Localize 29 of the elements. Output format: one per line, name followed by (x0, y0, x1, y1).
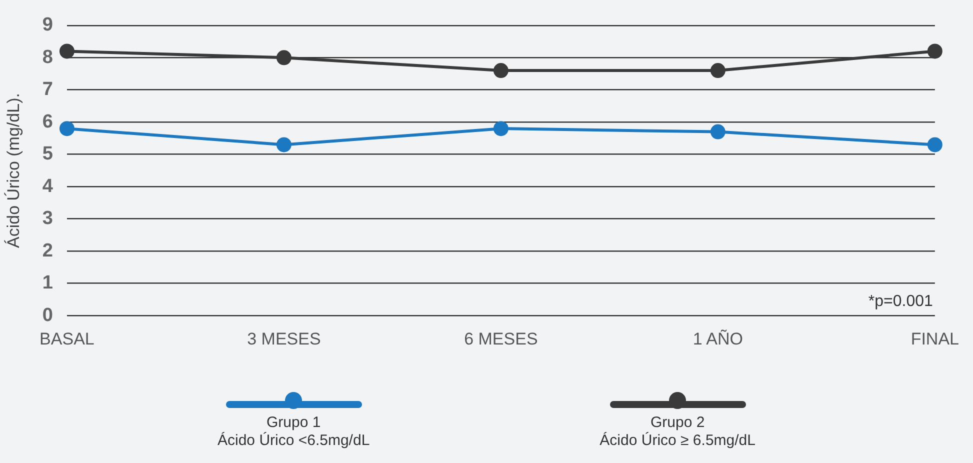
x-tick-label: BASAL (40, 329, 94, 348)
point (59, 44, 74, 59)
y-tick-label: 0 (42, 304, 53, 326)
point (276, 50, 292, 66)
point (276, 137, 292, 152)
y-tick-label: 2 (42, 240, 53, 262)
point (59, 121, 74, 136)
point (710, 63, 726, 78)
x-tick-label: 3 MESES (247, 329, 321, 348)
y-tick-label: 7 (42, 79, 53, 100)
y-axis-title: Ácido Úrico (mg/dL). (4, 93, 23, 248)
point (493, 121, 508, 136)
y-tick-label: 4 (42, 176, 54, 197)
y-tick-label: 3 (42, 208, 53, 230)
y-tick-label: 8 (42, 46, 53, 68)
y-tick-label: 5 (42, 144, 54, 165)
x-tick-label: FINAL (910, 329, 960, 348)
legend-label: Grupo 2 Ácido Úrico ≥ 6.5mg/dL (600, 414, 756, 450)
point (927, 137, 942, 152)
y-tick-label: 9 (42, 14, 53, 36)
x-tick-label: 6 MESES (464, 329, 538, 348)
point (493, 63, 508, 78)
legend-label: Grupo 1 Ácido Úrico <6.5mg/dL (218, 414, 370, 450)
annotation: *p=0.001 (868, 293, 934, 310)
x-tick-label: 1 AÑO (692, 329, 743, 348)
point (710, 124, 726, 140)
point (927, 44, 942, 59)
y-tick-label: 6 (42, 111, 53, 132)
y-tick-label: 1 (42, 272, 54, 294)
